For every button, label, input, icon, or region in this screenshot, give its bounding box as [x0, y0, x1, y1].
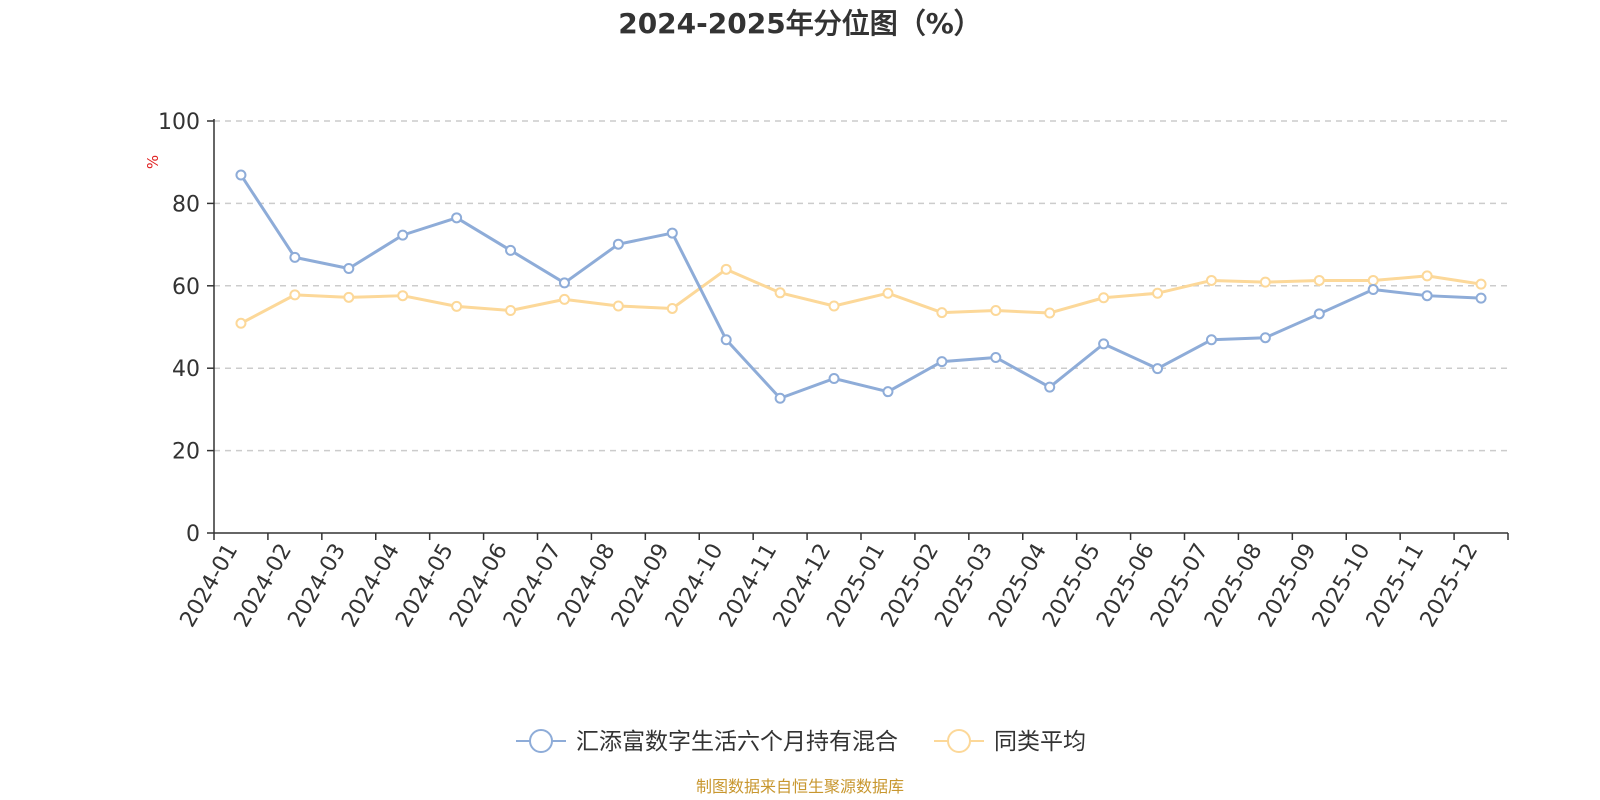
- series-line-1: [240, 267, 1482, 325]
- series-1-point[interactable]: [1098, 292, 1110, 304]
- series-1-point[interactable]: [990, 305, 1002, 317]
- y-axis-unit-label: %: [144, 155, 162, 169]
- y-tick-label: 20: [172, 440, 200, 465]
- series-1-point[interactable]: [235, 317, 247, 329]
- series-0-point[interactable]: [451, 212, 463, 224]
- series-1-point[interactable]: [1367, 274, 1379, 286]
- series-line-0: [239, 174, 1482, 400]
- series-0-point[interactable]: [1367, 284, 1379, 296]
- legend-label: 汇添富数字生活六个月持有混合: [576, 729, 898, 755]
- series-1-point[interactable]: [505, 305, 517, 317]
- legend-label: 同类平均: [994, 729, 1086, 755]
- y-tick-label: 60: [172, 275, 200, 300]
- series-1-point[interactable]: [1421, 270, 1433, 282]
- series-1-point[interactable]: [343, 291, 355, 303]
- series-1-point[interactable]: [1259, 276, 1271, 288]
- legend-circle-icon: [947, 729, 971, 753]
- series-0-point[interactable]: [1313, 308, 1325, 320]
- series-0-point[interactable]: [1259, 332, 1271, 344]
- y-tick-label: 0: [186, 522, 200, 547]
- y-tick-label: 80: [172, 192, 200, 217]
- series-0-point[interactable]: [1205, 334, 1217, 346]
- data-source-footer: 制图数据来自恒生聚源数据库: [696, 777, 904, 796]
- y-tick-label: 40: [172, 357, 200, 382]
- series-0-point[interactable]: [828, 373, 840, 384]
- series-0-point[interactable]: [936, 356, 948, 368]
- series-0-point[interactable]: [558, 277, 570, 289]
- series-1-point[interactable]: [774, 287, 786, 299]
- series-0-point[interactable]: [1098, 338, 1110, 350]
- series-0-point[interactable]: [1421, 290, 1433, 302]
- series-1-point[interactable]: [1044, 307, 1056, 319]
- series-1-point[interactable]: [558, 293, 570, 305]
- series-1-point[interactable]: [397, 290, 409, 302]
- series-1-point[interactable]: [1152, 287, 1164, 299]
- series-1-point[interactable]: [666, 302, 678, 314]
- series-1-point[interactable]: [1205, 274, 1217, 286]
- series-0-point[interactable]: [882, 386, 894, 398]
- series-1-point[interactable]: [612, 300, 624, 312]
- series-0-point[interactable]: [774, 392, 786, 404]
- legend-item-0[interactable]: 汇添富数字生活六个月持有混合: [516, 729, 898, 755]
- series-0-point[interactable]: [505, 244, 517, 256]
- series-0-point[interactable]: [612, 238, 624, 250]
- series-1-point[interactable]: [289, 289, 301, 301]
- axes: 0204060801002024-012024-022024-032024-04…: [158, 110, 1509, 632]
- legend-item-1[interactable]: 同类平均: [934, 729, 1086, 755]
- legend-circle-icon: [529, 729, 553, 753]
- series-1-point[interactable]: [451, 300, 463, 312]
- y-tick-label: 100: [158, 110, 200, 135]
- series-0-point[interactable]: [343, 262, 355, 274]
- series-0-point[interactable]: [235, 169, 247, 181]
- series-0-point[interactable]: [289, 251, 301, 263]
- series-1-point[interactable]: [1475, 278, 1487, 290]
- grid-lines: [214, 120, 1508, 452]
- series-0-point[interactable]: [1044, 381, 1056, 393]
- series-1-point[interactable]: [828, 300, 840, 312]
- series-1-point[interactable]: [1313, 274, 1325, 286]
- series-0-point[interactable]: [1475, 292, 1487, 304]
- series-lines: [235, 169, 1487, 404]
- series-1-point[interactable]: [936, 307, 948, 319]
- series-0-point[interactable]: [1152, 363, 1164, 375]
- legend[interactable]: 汇添富数字生活六个月持有混合 同类平均: [516, 729, 1086, 755]
- chart-title: 2024-2025年分位图（%）: [618, 7, 982, 40]
- series-0-point[interactable]: [397, 229, 409, 241]
- series-0-point[interactable]: [666, 227, 678, 239]
- series-1-point[interactable]: [720, 263, 732, 275]
- series-1-point[interactable]: [882, 287, 894, 299]
- series-0-point[interactable]: [990, 351, 1002, 363]
- series-0-point[interactable]: [720, 334, 732, 346]
